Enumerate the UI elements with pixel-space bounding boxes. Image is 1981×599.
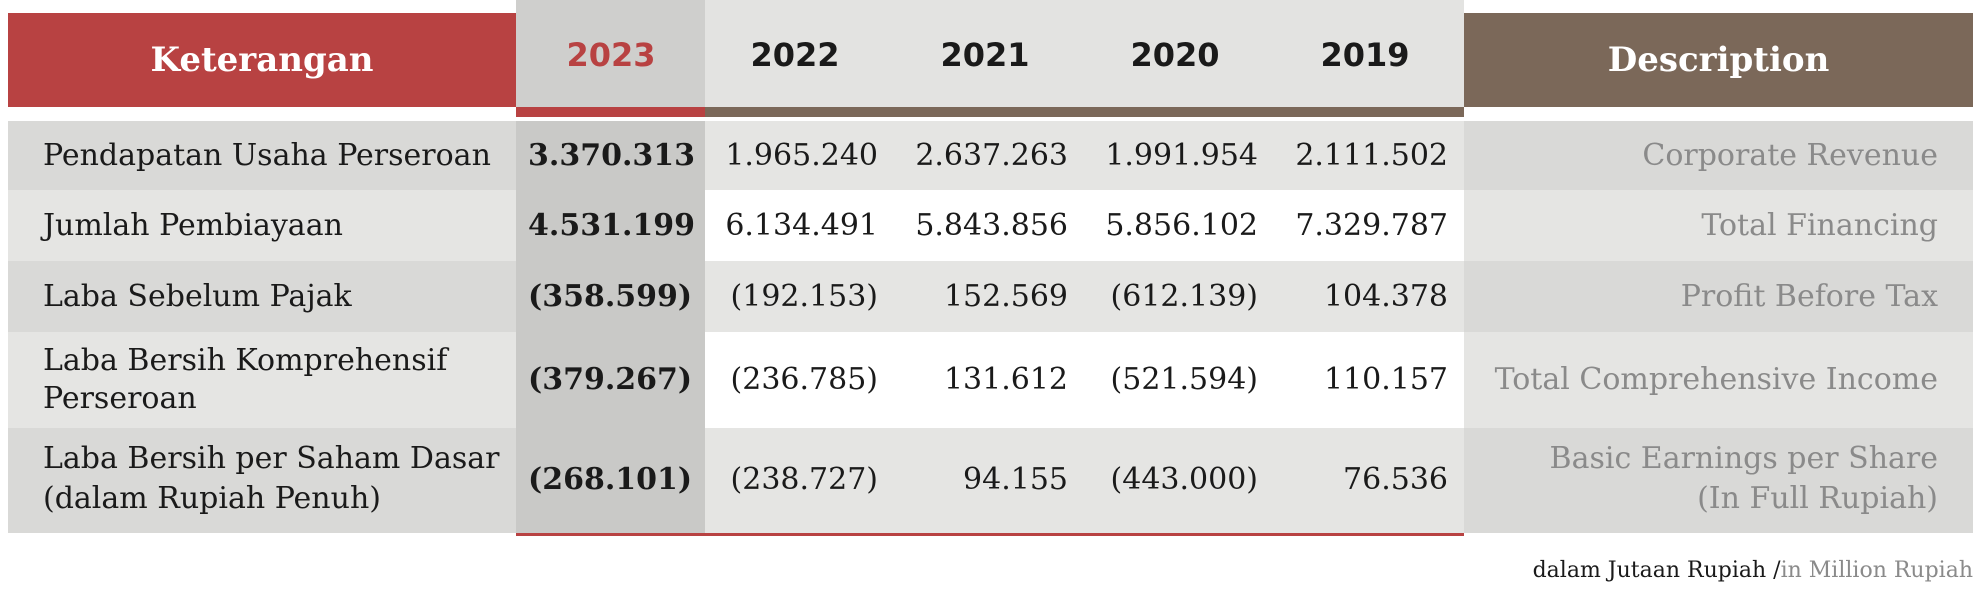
year-2019-header: 2019 (1320, 36, 1410, 74)
unit-note: dalam Jutaan Rupiah /in Million Rupiah (1533, 558, 1973, 583)
year-2020-header: 2020 (1130, 36, 1220, 74)
accent-bar-red (516, 107, 705, 117)
row-description: Total Comprehensive Income (1494, 362, 1938, 397)
keterangan-header: Keterangan (8, 13, 516, 107)
description-header: Description (1464, 13, 1973, 107)
row-label-line1: Laba Bersih Komprehensif (43, 343, 448, 378)
row-description-line1: Basic Earnings per Share (1549, 441, 1938, 476)
table-row: Laba Sebelum Pajak (358.599) (192.153) 1… (8, 261, 1973, 332)
value-2019: 76.536 (1343, 462, 1448, 497)
value-2021: 2.637.263 (915, 138, 1068, 173)
value-2022: (238.727) (730, 462, 878, 497)
row-label-line2: Perseroan (43, 381, 197, 416)
value-2020: (521.594) (1110, 362, 1258, 397)
table-row: Pendapatan Usaha Perseroan 3.370.313 1.9… (8, 121, 1973, 190)
value-2019: 7.329.787 (1295, 208, 1448, 243)
row-label: Laba Sebelum Pajak (43, 279, 352, 314)
value-2020: (443.000) (1110, 462, 1258, 497)
year-2023-header-bg (516, 0, 705, 107)
value-2023: (379.267) (528, 362, 693, 397)
table-row: Laba Bersih Komprehensif Perseroan (379.… (8, 332, 1973, 428)
value-2021: 5.843.856 (915, 208, 1068, 243)
row-description: Profit Before Tax (1680, 279, 1938, 314)
table-row: Laba Bersih per Saham Dasar (dalam Rupia… (8, 428, 1973, 533)
value-2021: 94.155 (963, 462, 1068, 497)
value-2023: (358.599) (528, 279, 693, 314)
row-description-line2: (In Full Rupiah) (1697, 481, 1938, 516)
row-label-line2: (dalam Rupiah Penuh) (43, 481, 381, 516)
accent-bar-bottom (516, 533, 1464, 536)
accent-bar-brown (705, 107, 1464, 117)
value-2019: 104.378 (1323, 279, 1448, 314)
value-2022: (192.153) (730, 279, 878, 314)
value-2021: 152.569 (943, 279, 1068, 314)
value-2023: 3.370.313 (528, 138, 696, 173)
value-2022: 6.134.491 (725, 208, 878, 243)
value-2020: (612.139) (1110, 279, 1258, 314)
row-label: Jumlah Pembiayaan (43, 208, 343, 243)
value-2023: 4.531.199 (528, 208, 696, 243)
year-2023-header: 2023 (566, 36, 656, 74)
value-2019: 110.157 (1323, 362, 1448, 397)
row-label: Pendapatan Usaha Perseroan (43, 138, 491, 173)
row-label-line1: Laba Bersih per Saham Dasar (43, 441, 500, 476)
unit-note-id: dalam Jutaan Rupiah / (1532, 558, 1781, 583)
value-2022: (236.785) (730, 362, 878, 397)
value-2019: 2.111.502 (1295, 138, 1448, 173)
value-2023: (268.101) (528, 462, 693, 497)
value-2022: 1.965.240 (725, 138, 878, 173)
year-2022-header: 2022 (750, 36, 840, 74)
value-2021: 131.612 (943, 362, 1068, 397)
unit-note-en: in Million Rupiah (1780, 558, 1973, 583)
row-description: Corporate Revenue (1642, 138, 1938, 173)
row-description: Total Financing (1701, 208, 1938, 243)
value-2020: 1.991.954 (1105, 138, 1258, 173)
year-2021-header: 2021 (940, 36, 1030, 74)
value-2020: 5.856.102 (1105, 208, 1258, 243)
table-row: Jumlah Pembiayaan 4.531.199 6.134.491 5.… (8, 190, 1973, 261)
